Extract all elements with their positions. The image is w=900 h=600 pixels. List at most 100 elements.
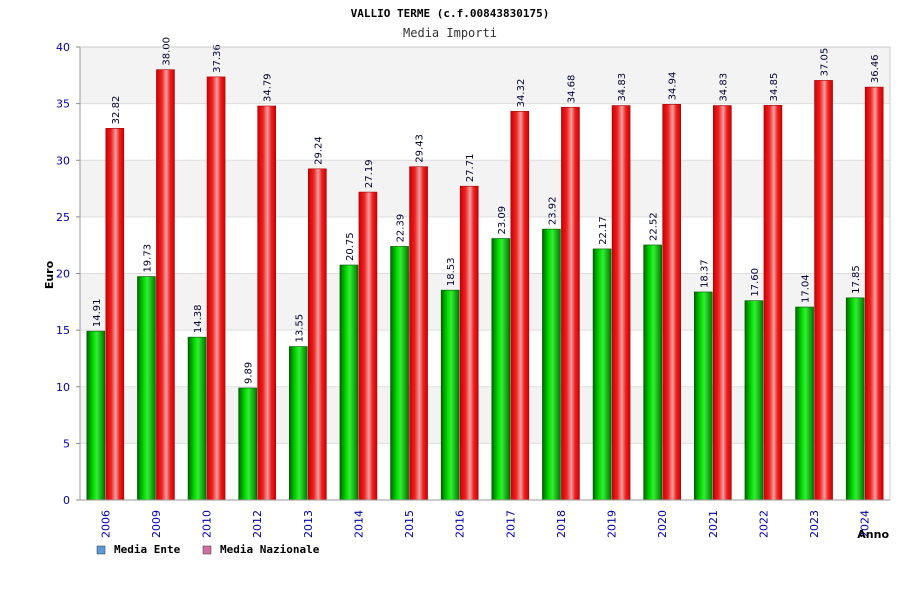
y-tick-label: 25 xyxy=(56,211,70,224)
x-tick-label: 2024 xyxy=(859,510,872,538)
axes xyxy=(79,46,891,501)
y-tick-label: 40 xyxy=(56,41,70,54)
y-tick-label: 20 xyxy=(56,268,70,281)
x-tick-label: 2018 xyxy=(555,510,568,538)
data-label-media-ente-2012: 9.89 xyxy=(244,362,255,384)
bar-media-nazionale-2013 xyxy=(308,168,327,501)
data-label-media-nazionale-2015: 29.43 xyxy=(415,134,426,163)
data-label-media-ente-2009: 19.73 xyxy=(142,244,153,273)
bar-media-nazionale-2015 xyxy=(409,166,428,501)
data-label-media-nazionale-2010: 37.36 xyxy=(212,44,223,73)
legend: Media Ente Media Nazionale xyxy=(96,543,320,556)
chart-title: VALLIO TERME (c.f.00843830175) xyxy=(351,7,550,20)
bar-media-ente-2016 xyxy=(440,289,460,501)
data-label-media-nazionale-2024: 36.46 xyxy=(870,54,881,83)
bar-media-ente-2019 xyxy=(592,248,612,501)
bar-media-ente-2006 xyxy=(86,330,106,501)
x-tick-label: 2015 xyxy=(403,510,416,538)
legend-label-media-ente: Media Ente xyxy=(114,543,181,556)
data-label-media-nazionale-2013: 29.24 xyxy=(313,136,324,165)
data-label-media-nazionale-2020: 34.94 xyxy=(668,72,679,101)
data-label-media-ente-2015: 22.39 xyxy=(396,214,407,243)
legend-swatch-media-ente xyxy=(96,545,106,555)
data-label-media-nazionale-2017: 34.32 xyxy=(516,79,527,108)
bar-media-ente-2013 xyxy=(289,346,308,501)
data-label-media-ente-2019: 22.17 xyxy=(598,216,609,245)
x-tick-label: 2014 xyxy=(352,510,365,538)
legend-swatch-media-nazionale xyxy=(202,545,212,555)
data-label-media-ente-2010: 14.38 xyxy=(193,305,204,334)
x-tick-label: 2012 xyxy=(251,510,264,538)
bar-media-nazionale-2006 xyxy=(105,128,125,501)
y-tick-label: 5 xyxy=(63,437,70,450)
bar-media-nazionale-2021 xyxy=(713,105,732,501)
bar-media-nazionale-2012 xyxy=(257,105,276,501)
bar-media-ente-2012 xyxy=(238,387,257,501)
x-tick-label: 2009 xyxy=(150,510,163,538)
bar-media-nazionale-2024 xyxy=(864,86,884,501)
y-tick-label: 35 xyxy=(56,98,70,111)
y-tick-label: 0 xyxy=(63,494,70,507)
data-labels: 14.91 32.82 2006 19.73 38.00 2009 14.38 37.36 20… xyxy=(92,37,881,538)
data-label-media-ente-2022: 17.60 xyxy=(750,268,761,297)
data-label-media-ente-2023: 17.04 xyxy=(801,274,812,303)
y-axis-label: Euro xyxy=(43,260,56,289)
y-tick-label: 10 xyxy=(56,381,70,394)
x-tick-label: 2016 xyxy=(454,510,467,538)
data-label-media-nazionale-2014: 27.19 xyxy=(364,159,375,188)
bar-media-nazionale-2022 xyxy=(763,105,783,501)
data-label-media-nazionale-2022: 34.85 xyxy=(769,73,780,102)
bar-media-ente-2020 xyxy=(643,244,662,501)
x-tick-label: 2019 xyxy=(606,510,619,538)
data-label-media-ente-2014: 20.75 xyxy=(345,232,356,261)
bar-media-ente-2010 xyxy=(187,336,207,501)
bar-media-nazionale-2010 xyxy=(206,76,226,501)
x-axis-label: Anno xyxy=(857,528,889,541)
bar-media-ente-2023 xyxy=(795,306,814,501)
bar-media-ente-2009 xyxy=(137,276,156,501)
data-label-media-ente-2017: 23.09 xyxy=(497,206,508,235)
data-label-media-nazionale-2023: 37.05 xyxy=(820,48,831,77)
data-label-media-nazionale-2006: 32.82 xyxy=(111,96,122,125)
bar-media-ente-2015 xyxy=(390,246,409,501)
data-label-media-ente-2016: 18.53 xyxy=(446,258,457,287)
bar-media-nazionale-2009 xyxy=(156,69,175,501)
x-tick-label: 2006 xyxy=(99,510,112,538)
bar-media-nazionale-2020 xyxy=(662,104,681,501)
x-tick-label: 2022 xyxy=(757,510,770,538)
data-label-media-nazionale-2016: 27.71 xyxy=(465,154,476,183)
bar-media-nazionale-2019 xyxy=(611,105,631,501)
bars xyxy=(86,69,884,501)
x-tick-label: 2023 xyxy=(808,510,821,538)
data-label-media-ente-2020: 22.52 xyxy=(649,212,660,241)
bar-media-ente-2021 xyxy=(694,291,713,501)
data-label-media-ente-2018: 23.92 xyxy=(547,196,558,225)
x-tick-label: 2013 xyxy=(302,510,315,538)
x-tick-label: 2020 xyxy=(656,510,669,538)
y-tick-label: 30 xyxy=(56,154,70,167)
bar-media-ente-2014 xyxy=(339,264,359,501)
data-label-media-nazionale-2009: 38.00 xyxy=(161,37,172,66)
x-tick-label: 2017 xyxy=(504,510,517,538)
x-tick-label: 2021 xyxy=(707,510,720,538)
data-label-media-nazionale-2021: 34.83 xyxy=(718,73,729,102)
x-tick-label: 2010 xyxy=(201,510,214,538)
bar-media-nazionale-2017 xyxy=(510,111,530,501)
data-label-media-nazionale-2018: 34.68 xyxy=(566,75,577,104)
data-label-media-ente-2021: 18.37 xyxy=(699,259,710,288)
data-label-media-nazionale-2012: 34.79 xyxy=(263,73,274,102)
bar-media-ente-2022 xyxy=(744,300,764,501)
y-tick-label: 15 xyxy=(56,324,70,337)
bar-media-ente-2018 xyxy=(542,228,561,501)
bar-media-nazionale-2023 xyxy=(814,80,833,501)
bar-media-nazionale-2014 xyxy=(358,191,378,501)
data-label-media-ente-2024: 17.85 xyxy=(851,265,862,294)
bar-media-nazionale-2016 xyxy=(459,185,479,501)
bar-media-ente-2017 xyxy=(491,238,511,501)
data-label-media-nazionale-2019: 34.83 xyxy=(617,73,628,102)
bar-media-ente-2024 xyxy=(845,297,865,501)
chart-subtitle: Media Importi xyxy=(403,26,497,40)
data-label-media-ente-2006: 14.91 xyxy=(92,299,103,328)
